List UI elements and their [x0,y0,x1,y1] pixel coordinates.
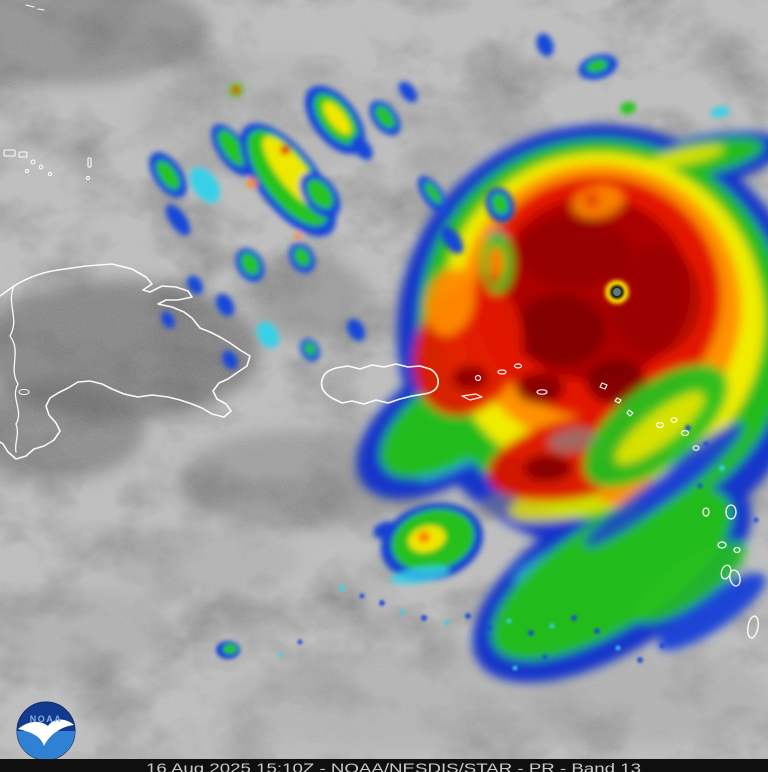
south-convective-blob [373,502,484,585]
lake-enriquillo-outline [18,389,30,395]
convective-cell-cluster [149,33,730,370]
turks-caicos-outlines [3,4,92,181]
dominica-outline [747,615,759,639]
guadeloupe-outline [720,564,741,587]
noaa-logo: NOAA [16,701,76,761]
virgin-islands-outlines [497,363,634,417]
coastline-hispaniola [0,263,251,460]
island-culebra [474,374,482,382]
coastline-puerto-rico [320,363,439,405]
noaa-logo-text: NOAA [30,714,63,724]
seagull-icon [18,719,74,746]
caption-bar: 16 Aug 2025 15:10Z - NOAA/NESDIS/STAR - … [0,759,768,772]
hurricane-eye [605,280,629,304]
antigua-barbuda-outlines [702,504,741,554]
caption-text: 16 Aug 2025 15:10Z - NOAA/NESDIS/STAR - … [146,761,641,772]
island-vieques [461,393,483,401]
small-cell [216,641,240,659]
north-lesser-antilles-outlines [655,417,700,451]
rain-speckles [279,425,759,671]
border-haiti-dr [9,285,20,453]
hurricane-cloud-mass [356,124,768,683]
